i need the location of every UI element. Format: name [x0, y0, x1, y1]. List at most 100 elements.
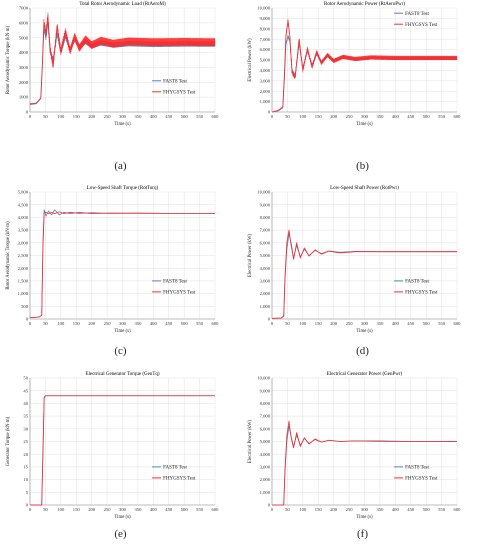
- x-tick-label: 200: [88, 321, 96, 326]
- y-tick-label: 40: [23, 401, 28, 406]
- x-tick-label: 200: [88, 507, 96, 512]
- y-tick-label: 4000: [19, 50, 29, 55]
- x-tick-label: 100: [57, 114, 65, 119]
- y-tick-label: 1,000: [18, 291, 29, 297]
- caption-e: (e): [114, 528, 127, 540]
- y-tick-label: 1,000: [260, 304, 271, 310]
- x-tick-label: 150: [315, 114, 323, 119]
- y-tick-label: 3,000: [18, 240, 29, 246]
- x-tick-label: 450: [165, 507, 173, 512]
- legend-label-fhygsys: FHYGSYS Test: [163, 91, 196, 96]
- x-tick-label: 500: [181, 507, 189, 512]
- x-tick-label: 300: [119, 321, 127, 326]
- y-tick-label: 4,500: [18, 202, 29, 208]
- x-tick-label: 600: [212, 321, 220, 326]
- y-tick-label: 4,000: [260, 266, 271, 272]
- chart-title: Electrical Generator Power (GenPwr): [327, 372, 403, 377]
- x-tick-label: 550: [438, 507, 446, 512]
- y-tick-label: 3,000: [260, 465, 271, 471]
- y-tick-label: 0: [268, 317, 271, 322]
- series-band-fhygsys: [285, 19, 458, 80]
- y-axis-label: Generator Torque (kN·m): [6, 416, 11, 466]
- y-tick-label: 5,000: [18, 190, 29, 196]
- x-tick-label: 0: [29, 114, 32, 119]
- y-tick-label: 3,000: [260, 279, 271, 285]
- legend-label-fhygsys: FHYGSYS Test: [405, 291, 438, 296]
- x-tick-label: 300: [361, 321, 369, 326]
- chart-svg-d: Low-Speed Shaft Power (RotPwr) 0 1,000 2,00…: [248, 186, 462, 334]
- x-tick-label: 600: [454, 321, 462, 326]
- x-tick-label: 450: [407, 114, 415, 119]
- chart-title: Rotor Aerodynamic Power (RtAeroPwr): [324, 2, 405, 7]
- x-tick-label: 300: [119, 507, 127, 512]
- legend-label-fhygsys: FHYGSYS Test: [163, 477, 196, 482]
- x-tick-label: 400: [150, 507, 158, 512]
- y-tick-label: 5,000: [260, 439, 271, 445]
- x-tick-label: 200: [88, 114, 96, 119]
- y-axis-label: Electrical Power (kW): [248, 420, 253, 464]
- y-tick-label: 1,000: [260, 99, 271, 105]
- y-tick-label: 9,000: [260, 388, 271, 394]
- y-tick-label: 25: [23, 439, 28, 444]
- x-tick-label: 600: [212, 114, 220, 119]
- y-tick-label: 15: [23, 465, 28, 470]
- y-tick-label: 0: [26, 503, 29, 508]
- y-tick-label: 7,000: [260, 228, 271, 234]
- y-axis-label: Rotor Aerodynamic Torque (kN·m): [6, 221, 11, 290]
- legend-label-fhygsys: FHYGSYS Test: [163, 291, 196, 296]
- y-tick-label: 3000: [19, 65, 29, 70]
- y-tick-label: 6,000: [260, 240, 271, 246]
- x-axis-label: Time (s): [114, 329, 131, 334]
- x-tick-label: 400: [150, 321, 158, 326]
- chart-title: Electrical Generator Torque (GenTq): [85, 372, 159, 377]
- x-tick-label: 500: [423, 321, 431, 326]
- x-tick-label: 300: [361, 114, 369, 119]
- y-tick-label: 8,000: [260, 401, 271, 407]
- series-line-fhygsys: [272, 420, 457, 506]
- x-tick-label: 350: [376, 321, 384, 326]
- x-tick-label: 450: [407, 321, 415, 326]
- series-line-fhygsys: [29, 211, 215, 319]
- x-tick-label: 100: [57, 507, 65, 512]
- legend-label-fast8: FAST8 Test: [163, 466, 187, 471]
- legend-label-fast8: FAST8 Test: [405, 466, 429, 471]
- x-tick-label: 50: [285, 507, 290, 512]
- x-tick-label: 50: [43, 114, 48, 119]
- x-tick-label: 50: [43, 321, 48, 326]
- x-tick-label: 150: [73, 507, 81, 512]
- y-tick-label: 4,000: [260, 68, 271, 74]
- y-tick-label: 35: [23, 414, 28, 419]
- x-tick-label: 350: [376, 114, 384, 119]
- x-tick-label: 100: [57, 321, 65, 326]
- y-tick-label: 8,000: [260, 215, 271, 221]
- x-tick-label: 350: [134, 507, 142, 512]
- x-tick-label: 350: [376, 507, 384, 512]
- chart-svg-b: Rotor Aerodynamic Power (RtAeroPwr) 0 1,00…: [248, 2, 462, 127]
- chart-panel-d: Low-Speed Shaft Power (RotPwr) 0 1,000 2,00…: [242, 182, 483, 334]
- chart-panel-c: Low-Speed Shaft Torque (RotTorq) 0 500 1,00…: [0, 182, 241, 334]
- x-tick-label: 550: [438, 321, 446, 326]
- y-tick-label: 30: [23, 426, 28, 431]
- y-tick-label: 20: [23, 452, 28, 457]
- caption-a: (a): [114, 160, 127, 172]
- x-tick-label: 0: [29, 507, 32, 512]
- y-tick-label: 10,000: [257, 190, 270, 196]
- x-axis-label: Time (s): [356, 515, 373, 520]
- y-tick-label: 2,500: [18, 253, 29, 259]
- y-tick-label: 0: [26, 317, 29, 322]
- legend-label-fast8: FAST8 Test: [163, 280, 187, 285]
- x-tick-label: 250: [346, 114, 354, 119]
- chart-svg-f: Electrical Generator Power (GenPwr) 0 1,00…: [248, 372, 461, 520]
- y-tick-label: 0: [26, 110, 29, 115]
- x-axis-label: Time (s): [114, 515, 131, 520]
- chart-svg-c: Low-Speed Shaft Torque (RotTorq)05001,00…: [6, 186, 220, 334]
- y-tick-label: 7,000: [260, 37, 271, 43]
- x-tick-label: 200: [330, 321, 338, 326]
- x-tick-label: 400: [392, 321, 400, 326]
- x-tick-label: 500: [181, 114, 189, 119]
- x-tick-label: 600: [454, 114, 462, 119]
- y-tick-label: 50: [23, 376, 28, 381]
- y-axis-label: Electrical Power (kW): [248, 38, 253, 82]
- y-tick-label: 45: [23, 388, 28, 393]
- x-tick-label: 150: [73, 321, 81, 326]
